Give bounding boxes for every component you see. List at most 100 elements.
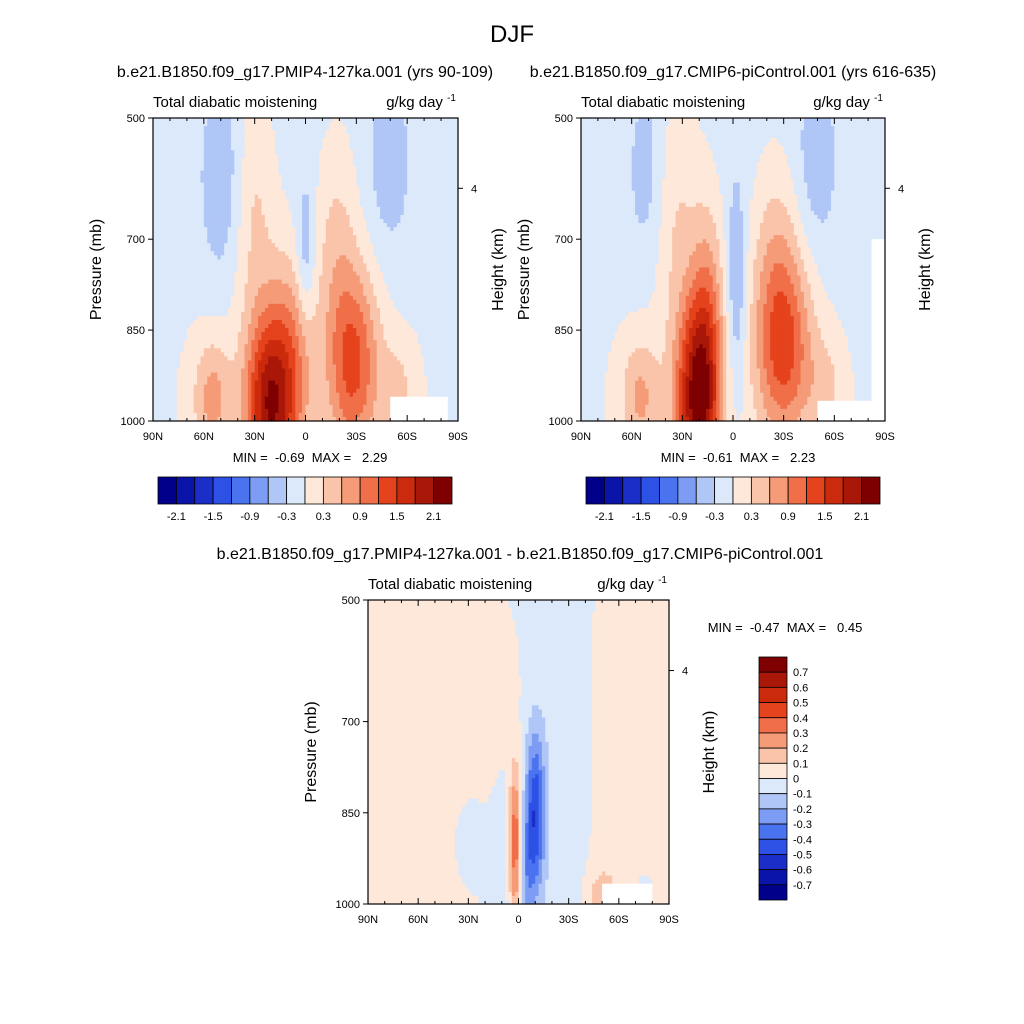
field-cell [430, 122, 435, 127]
field-cell [285, 150, 290, 155]
field-cell [176, 162, 181, 168]
field-cell [417, 126, 422, 131]
field-cell [302, 146, 307, 151]
field-cell [376, 162, 381, 168]
field-cell [437, 118, 442, 123]
field-cell [241, 166, 246, 172]
field-cell [373, 146, 378, 151]
field-cell [169, 162, 174, 168]
field-cell [407, 138, 412, 143]
field-cell [298, 166, 303, 172]
field-cell [319, 142, 324, 147]
field-cell [441, 118, 446, 123]
field-cell [207, 134, 212, 139]
field-cell [217, 134, 222, 139]
field-cell [359, 146, 364, 151]
field-cell [186, 138, 191, 143]
field-cell [403, 142, 408, 147]
field-cell [352, 134, 357, 139]
field-cell [251, 118, 256, 123]
field-cell [254, 142, 259, 147]
field-cell [285, 146, 290, 151]
field-cell [159, 154, 164, 159]
field-cell [332, 158, 337, 164]
field-cell [447, 162, 452, 168]
field-cell [288, 146, 293, 151]
field-cell [356, 138, 361, 143]
field-cell [183, 166, 188, 172]
field-cell [363, 122, 368, 127]
field-cell [197, 146, 202, 151]
field-cell [413, 118, 418, 123]
field-cell [268, 154, 273, 159]
field-cell [441, 158, 446, 164]
field-cell [420, 150, 425, 155]
field-cell [261, 130, 266, 135]
field-cell [163, 130, 168, 135]
field-cell [454, 142, 459, 147]
field-cell [437, 142, 442, 147]
field-cell [291, 126, 296, 131]
field-cell [363, 162, 368, 168]
field-cell [342, 162, 347, 168]
field-cell [190, 162, 195, 168]
field-cell [359, 166, 364, 172]
field-cell [197, 126, 202, 131]
field-cell [166, 166, 171, 172]
field-cell [312, 118, 317, 123]
field-cell [237, 150, 242, 155]
field-cell [434, 126, 439, 131]
field-cell [220, 154, 225, 159]
field-cell [397, 142, 401, 147]
field-cell [203, 146, 208, 151]
field-cell [454, 150, 459, 155]
field-cell [230, 166, 235, 172]
field-cell [247, 158, 252, 164]
field-cell [417, 154, 422, 159]
field-cell [424, 138, 429, 143]
field-cell [159, 134, 164, 139]
field-cell [393, 162, 398, 168]
field-cell [308, 138, 313, 143]
field-cell [241, 130, 246, 135]
field-cell [339, 154, 344, 159]
field-cell [417, 162, 422, 168]
field-cell [322, 118, 327, 123]
field-cell [180, 126, 185, 131]
field-cell [291, 146, 296, 151]
field-cell [437, 162, 442, 168]
field-cell [180, 154, 185, 159]
field-cell [424, 162, 429, 168]
field-cell [200, 162, 205, 168]
field-cell [363, 130, 368, 135]
field-cell [407, 150, 412, 155]
field-cell [241, 122, 246, 127]
field-cell [417, 118, 422, 123]
field-cell [285, 118, 290, 123]
field-cell [434, 146, 439, 151]
field-cell [224, 130, 229, 135]
field-cell [173, 142, 178, 147]
field-cell [366, 126, 371, 131]
field-cell [400, 146, 405, 151]
field-cell [342, 158, 347, 164]
field-cell [427, 138, 432, 143]
field-cell [227, 154, 232, 159]
field-cell [295, 142, 300, 147]
field-cell [383, 146, 388, 151]
field-cell [434, 142, 439, 147]
field-cell [261, 138, 266, 143]
field-cell [156, 150, 161, 155]
field-cell [376, 158, 381, 164]
field-cell [312, 130, 317, 135]
field-cell [220, 122, 225, 127]
field-cell [180, 138, 185, 143]
field-cell [268, 118, 273, 123]
field-cell [264, 166, 269, 172]
field-cell [180, 142, 185, 147]
field-cell [451, 158, 456, 164]
field-cell [356, 158, 361, 164]
field-cell [200, 138, 205, 143]
field-cell [308, 122, 313, 127]
field-cell [356, 154, 361, 159]
